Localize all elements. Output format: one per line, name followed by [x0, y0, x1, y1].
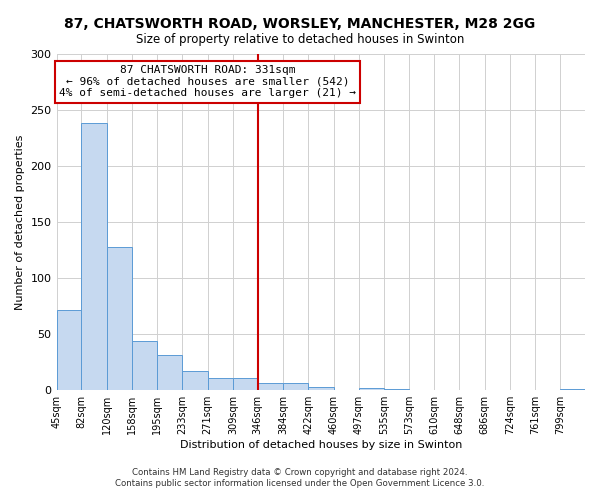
Bar — [208, 378, 233, 390]
Text: 87 CHATSWORTH ROAD: 331sqm
← 96% of detached houses are smaller (542)
4% of semi: 87 CHATSWORTH ROAD: 331sqm ← 96% of deta… — [59, 65, 356, 98]
Bar — [157, 356, 182, 390]
Bar — [359, 388, 384, 390]
Bar — [308, 387, 334, 390]
Bar — [107, 247, 132, 390]
Bar — [56, 310, 81, 390]
X-axis label: Distribution of detached houses by size in Swinton: Distribution of detached houses by size … — [179, 440, 462, 450]
Bar — [132, 341, 157, 390]
Text: Size of property relative to detached houses in Swinton: Size of property relative to detached ho… — [136, 32, 464, 46]
Bar — [560, 389, 585, 390]
Bar — [384, 389, 409, 390]
Bar — [257, 384, 283, 390]
Text: Contains HM Land Registry data © Crown copyright and database right 2024.
Contai: Contains HM Land Registry data © Crown c… — [115, 468, 485, 487]
Bar — [283, 384, 308, 390]
Y-axis label: Number of detached properties: Number of detached properties — [15, 134, 25, 310]
Text: 87, CHATSWORTH ROAD, WORSLEY, MANCHESTER, M28 2GG: 87, CHATSWORTH ROAD, WORSLEY, MANCHESTER… — [64, 18, 536, 32]
Bar — [182, 371, 208, 390]
Bar — [81, 124, 107, 390]
Bar — [233, 378, 257, 390]
